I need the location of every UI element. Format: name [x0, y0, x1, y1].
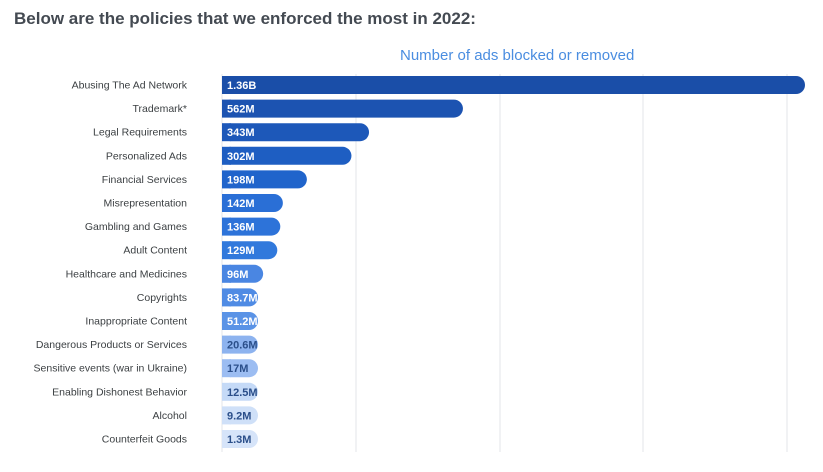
- value-label: 1.36B: [227, 80, 256, 92]
- bar-left-edge: [222, 335, 231, 354]
- category-label: Financial Services: [102, 174, 187, 186]
- bar: [222, 241, 278, 260]
- value-label: 302M: [227, 151, 255, 163]
- bar-left-edge: [222, 217, 231, 236]
- bar-left-edge: [222, 76, 231, 94]
- value-label: 96M: [227, 269, 248, 281]
- value-label: 83.7M: [227, 292, 258, 304]
- value-label: 20.6M: [227, 340, 258, 352]
- bar: [222, 170, 307, 189]
- value-label: 142M: [227, 198, 255, 210]
- category-label: Trademark*: [133, 103, 187, 115]
- category-label: Personalized Ads: [106, 150, 187, 162]
- page-heading: Below are the policies that we enforced …: [14, 9, 476, 28]
- value-label: 129M: [227, 245, 255, 257]
- value-label: 136M: [227, 222, 255, 234]
- category-label: Healthcare and Medicines: [66, 268, 187, 280]
- value-label: 198M: [227, 174, 255, 186]
- value-label: 51.2M: [227, 316, 258, 328]
- bar-left-edge: [222, 170, 231, 189]
- bar: [222, 76, 805, 94]
- category-label: Dangerous Products or Services: [36, 339, 187, 351]
- chart-title: Number of ads blocked or removed: [400, 47, 635, 64]
- value-label: 12.5M: [227, 387, 258, 399]
- bar: [222, 264, 264, 283]
- bar: [222, 194, 283, 212]
- category-label: Copyrights: [137, 292, 187, 304]
- bar-left-edge: [222, 99, 231, 118]
- bar: [222, 123, 370, 142]
- category-label: Misrepresentation: [104, 198, 188, 210]
- bar-left-edge: [222, 241, 231, 260]
- bar: [222, 217, 281, 236]
- category-label: Enabling Dishonest Behavior: [52, 386, 187, 398]
- bar-left-edge: [222, 406, 231, 425]
- bar-left-edge: [222, 382, 231, 401]
- bar: [222, 146, 352, 165]
- value-label: 17M: [227, 363, 248, 375]
- category-label: Abusing The Ad Network: [72, 80, 188, 92]
- value-label: 562M: [227, 104, 255, 116]
- bar: [222, 99, 463, 118]
- bar-left-edge: [222, 146, 231, 165]
- bar-left-edge: [222, 430, 231, 448]
- bar-left-edge: [222, 312, 231, 330]
- category-label: Adult Content: [123, 245, 187, 257]
- category-label: Legal Requirements: [93, 127, 187, 139]
- bar-left-edge: [222, 359, 231, 378]
- category-label: Sensitive events (war in Ukraine): [34, 363, 187, 375]
- bar-left-edge: [222, 123, 231, 142]
- value-label: 343M: [227, 127, 255, 139]
- bar-left-edge: [222, 194, 231, 212]
- bar-left-edge: [222, 264, 231, 283]
- value-label: 9.2M: [227, 410, 251, 422]
- category-label: Alcohol: [153, 410, 187, 422]
- category-label: Inappropriate Content: [85, 316, 187, 328]
- bar-left-edge: [222, 288, 231, 307]
- value-label: 1.3M: [227, 434, 251, 446]
- category-label: Counterfeit Goods: [102, 434, 187, 446]
- category-label: Gambling and Games: [85, 221, 187, 233]
